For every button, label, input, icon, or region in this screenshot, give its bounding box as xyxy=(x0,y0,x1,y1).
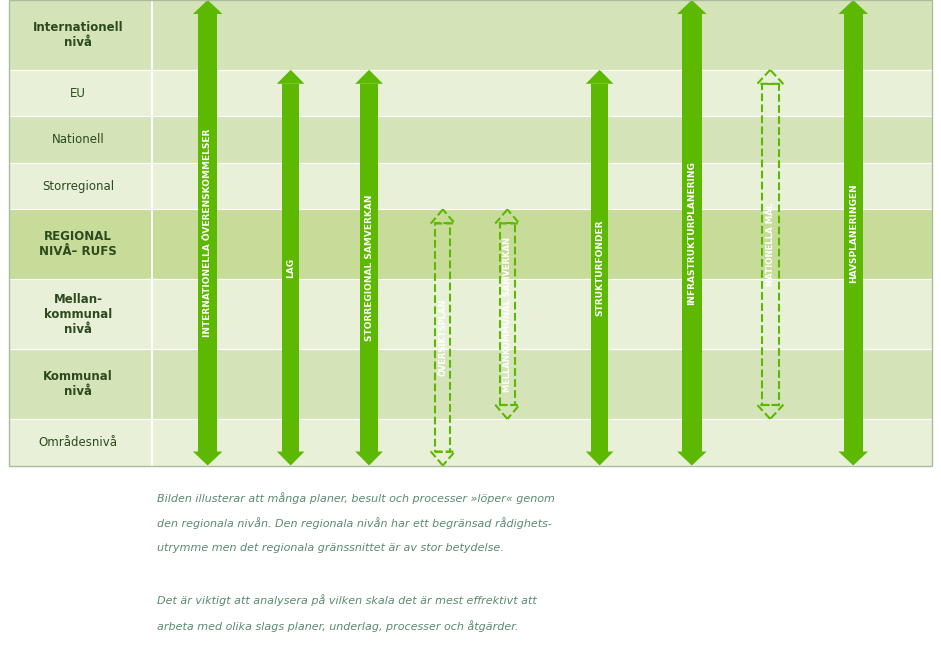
Text: EU: EU xyxy=(70,86,86,100)
FancyArrow shape xyxy=(356,452,383,465)
FancyArrow shape xyxy=(193,452,222,465)
Text: ÖVERSIKTSPLAN: ÖVERSIKTSPLAN xyxy=(439,299,447,376)
Text: Internationell
nivå: Internationell nivå xyxy=(33,21,123,49)
Bar xyxy=(9,279,932,349)
FancyArrow shape xyxy=(356,70,383,84)
Text: arbeta med olika slags planer, underlag, processer och åtgärder.: arbeta med olika slags planer, underlag,… xyxy=(157,620,518,632)
Bar xyxy=(436,223,450,452)
Text: LAG: LAG xyxy=(286,257,295,278)
Bar xyxy=(9,209,932,279)
Bar xyxy=(9,163,932,209)
Text: den regionala nivån. Den regionala nivån har ett begränsad rådighets-: den regionala nivån. Den regionala nivån… xyxy=(157,517,551,529)
Bar xyxy=(282,84,299,452)
FancyArrow shape xyxy=(838,0,868,14)
FancyArrow shape xyxy=(678,452,707,465)
Bar xyxy=(762,84,778,405)
Bar xyxy=(9,0,932,70)
Bar xyxy=(9,116,932,163)
Text: utrymme men det regionala gränssnittet är av stor betydelse.: utrymme men det regionala gränssnittet ä… xyxy=(157,543,503,553)
FancyArrow shape xyxy=(585,452,614,465)
FancyArrow shape xyxy=(678,0,707,14)
Text: Det är viktigt att analysera på vilken skala det är mest effrektivt att: Det är viktigt att analysera på vilken s… xyxy=(157,595,536,606)
Bar xyxy=(9,419,932,465)
Text: INFRASTRUKTURPLANERING: INFRASTRUKTURPLANERING xyxy=(687,161,696,305)
FancyArrow shape xyxy=(277,452,305,465)
Text: STRUKTURFONDER: STRUKTURFONDER xyxy=(595,219,604,316)
Text: MELLANKOMMUNAL SAMVERKAN: MELLANKOMMUNAL SAMVERKAN xyxy=(502,237,512,392)
Text: Kommunal
nivå: Kommunal nivå xyxy=(43,370,113,398)
Text: Bilden illusterar att många planer, besult och processer »löper« genom: Bilden illusterar att många planer, besu… xyxy=(157,492,555,504)
Text: REGIONAL
NIVÅ– RUFS: REGIONAL NIVÅ– RUFS xyxy=(40,230,117,259)
Text: NATIONELLA MÅL: NATIONELLA MÅL xyxy=(766,203,774,286)
Bar xyxy=(500,223,515,405)
Bar xyxy=(682,14,701,452)
FancyArrow shape xyxy=(193,0,222,14)
Bar xyxy=(591,84,609,452)
Bar xyxy=(198,14,217,452)
Bar xyxy=(360,84,378,452)
Bar xyxy=(151,0,153,465)
Text: Nationell: Nationell xyxy=(52,133,104,146)
FancyArrow shape xyxy=(277,70,305,84)
FancyArrow shape xyxy=(585,70,614,84)
Text: HAVSPLANERINGEN: HAVSPLANERINGEN xyxy=(849,183,857,283)
Text: INTERNATIONELLA ÖVERENSKOMMELSER: INTERNATIONELLA ÖVERENSKOMMELSER xyxy=(203,128,212,337)
Text: Mellan-
kommunal
nivå: Mellan- kommunal nivå xyxy=(44,293,112,336)
Bar xyxy=(843,14,863,452)
Text: STORREGIONAL SAMVERKAN: STORREGIONAL SAMVERKAN xyxy=(364,194,374,341)
Text: Områdesnivå: Områdesnivå xyxy=(39,436,118,449)
FancyArrow shape xyxy=(838,452,868,465)
Bar xyxy=(9,349,932,419)
Bar xyxy=(9,70,932,116)
Text: Storregional: Storregional xyxy=(42,180,114,193)
